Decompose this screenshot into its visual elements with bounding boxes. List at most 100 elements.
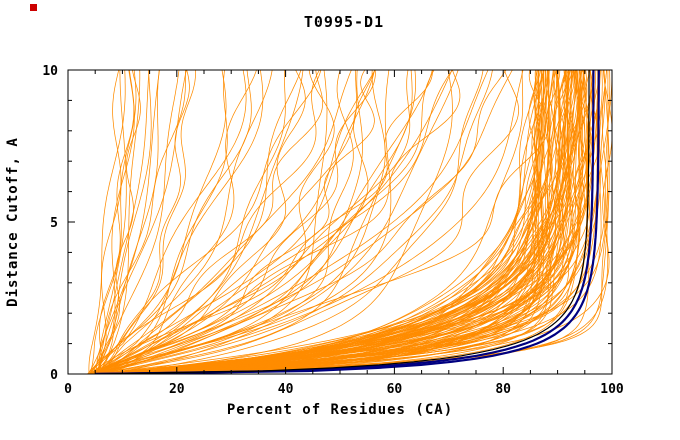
model-curve (91, 70, 585, 374)
model-curve (100, 70, 595, 374)
model-curve (94, 70, 574, 374)
model-curve (95, 70, 578, 374)
model-curve (100, 70, 286, 374)
model-curves-group (86, 70, 612, 374)
red-corner-marker (30, 4, 37, 11)
model-curve (89, 70, 524, 374)
x-tick-label: 0 (64, 382, 72, 397)
model-curve (87, 70, 549, 374)
model-curve (96, 70, 550, 374)
model-curve (95, 70, 580, 374)
model-curve (87, 70, 150, 374)
model-curve (97, 70, 127, 374)
x-tick-label: 60 (387, 382, 403, 397)
model-curve (90, 70, 328, 374)
model-curve (100, 70, 484, 374)
model-curve (92, 70, 186, 374)
model-curve (90, 70, 577, 374)
model-curve (87, 70, 322, 374)
model-curve (97, 70, 273, 374)
model-curve (97, 70, 122, 374)
model-curve (95, 70, 433, 374)
model-curve (87, 70, 453, 374)
y-tick-label: 10 (42, 64, 58, 79)
model-curve (91, 70, 335, 374)
model-curve (95, 70, 581, 374)
model-curve (100, 70, 579, 374)
reference-model-curve (95, 70, 590, 374)
model-curve (96, 70, 141, 374)
model-curve (93, 70, 576, 374)
model-curve (90, 70, 493, 374)
model-curve (96, 70, 543, 374)
axis-tick-labels: 0 20 40 60 80 100 0 5 10 (42, 64, 624, 397)
model-curve (90, 70, 607, 374)
model-curve (89, 70, 137, 374)
x-axis-label: Percent of Residues (CA) (227, 402, 453, 418)
model-curve (95, 70, 556, 374)
model-curve (90, 70, 257, 374)
best-model-2-curve (95, 70, 595, 374)
model-curve (94, 70, 579, 374)
model-curve (100, 70, 461, 374)
model-curve (87, 70, 386, 374)
model-curve (100, 70, 566, 374)
model-curve (93, 70, 453, 374)
x-tick-label: 40 (278, 382, 294, 397)
x-tick-label: 80 (495, 382, 511, 397)
model-curve (99, 70, 135, 374)
model-curve (93, 70, 376, 374)
model-curve (89, 70, 227, 374)
model-curve (91, 70, 575, 374)
model-curve (95, 70, 524, 374)
model-curve (97, 70, 304, 374)
model-curve (88, 70, 519, 374)
model-curve (97, 70, 187, 374)
model-curve (88, 70, 543, 374)
model-curve (87, 70, 580, 374)
y-axis-label: Distance Cutoff, A (5, 137, 21, 307)
model-curve (91, 70, 572, 374)
model-curve (99, 70, 196, 374)
model-curve (94, 70, 320, 374)
model-curve (88, 70, 160, 374)
model-curve (98, 70, 141, 374)
model-curve (100, 70, 577, 374)
model-curve (94, 70, 252, 374)
highlight-curves-group (95, 70, 600, 374)
model-curve (91, 70, 582, 374)
y-tick-label: 0 (50, 368, 58, 383)
model-curve (95, 70, 180, 374)
model-curve (88, 70, 126, 374)
model-curve (95, 70, 160, 374)
model-curve (90, 70, 577, 374)
model-curve (97, 70, 411, 374)
model-curve (87, 70, 375, 374)
axis-ticks (67, 69, 613, 375)
model-curve (90, 70, 357, 374)
model-curve (98, 70, 375, 374)
model-curve (98, 70, 459, 374)
model-curve (96, 70, 561, 374)
model-curve (96, 70, 551, 374)
model-curve (98, 70, 544, 374)
model-curve (99, 70, 584, 374)
model-curve (93, 70, 190, 374)
model-curve (88, 70, 584, 374)
model-curve (99, 70, 567, 374)
model-curve (99, 70, 578, 374)
model-curve (89, 70, 247, 374)
model-curve (91, 70, 540, 374)
y-tick-label: 5 (50, 216, 58, 231)
model-curve (91, 70, 575, 374)
model-curve (98, 70, 544, 374)
model-curve (93, 70, 306, 374)
chart-title: T0995-D1 (304, 13, 384, 31)
model-curve (89, 70, 324, 374)
x-tick-label: 20 (169, 382, 185, 397)
model-curve (88, 70, 363, 374)
x-tick-label: 100 (600, 382, 624, 397)
model-curve (98, 70, 507, 374)
